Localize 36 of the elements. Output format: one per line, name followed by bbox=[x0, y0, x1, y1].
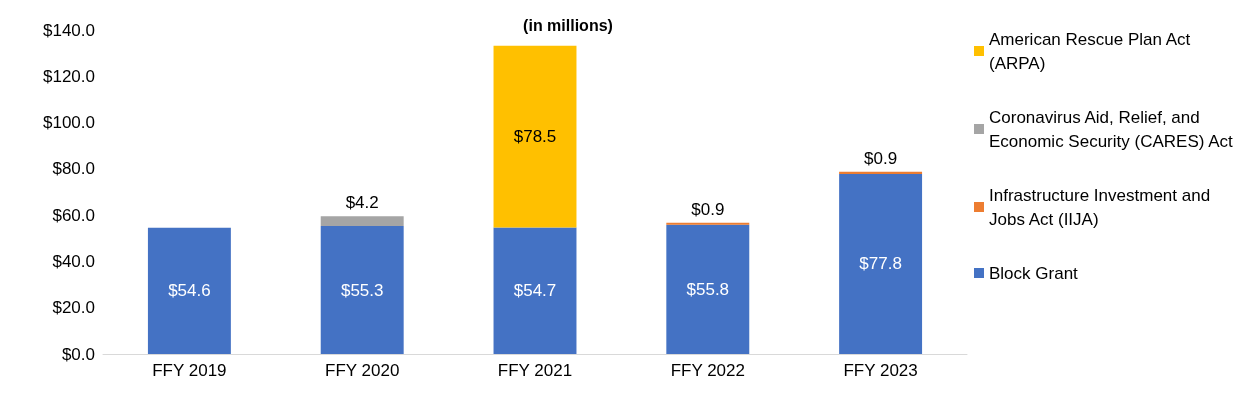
data-label: $4.2 bbox=[345, 193, 379, 213]
x-tick-label: FFY 2021 bbox=[497, 361, 573, 380]
bar bbox=[320, 226, 404, 354]
bar bbox=[147, 227, 231, 354]
x-tick-label: FFY 2020 bbox=[325, 361, 400, 380]
bar bbox=[666, 222, 750, 225]
y-tick-label: $20.0 bbox=[52, 298, 95, 318]
y-tick-label: $120.0 bbox=[43, 66, 95, 86]
bar bbox=[493, 45, 577, 228]
data-label: $77.8 bbox=[859, 254, 902, 274]
x-tick-label: FFY 2022 bbox=[670, 361, 745, 380]
x-tick-label: FFY 2019 bbox=[152, 361, 227, 380]
y-tick-label: $100.0 bbox=[43, 113, 95, 133]
data-label: $0.9 bbox=[864, 148, 898, 168]
legend-label: Coronavirus Aid, Relief, and Economic Security (CARES) Act bbox=[989, 107, 1234, 151]
legend-label: Block Grant bbox=[989, 263, 1079, 283]
data-label: $54.6 bbox=[168, 281, 211, 301]
x-tick-label: FFY 2023 bbox=[843, 361, 918, 380]
chart-subtitle: (in millions) bbox=[523, 16, 613, 34]
bar bbox=[320, 216, 404, 227]
y-tick-label: $0.0 bbox=[61, 344, 95, 364]
y-tick-label: $60.0 bbox=[52, 205, 95, 225]
data-label: $0.9 bbox=[691, 199, 725, 219]
bar bbox=[839, 173, 923, 354]
legend-label: Infrastructure Investment and Jobs Act (IIJA) bbox=[989, 185, 1215, 229]
bar bbox=[666, 224, 750, 354]
y-tick-label: $140.0 bbox=[43, 20, 95, 40]
data-label: $55.3 bbox=[340, 280, 384, 300]
data-label: $78.5 bbox=[513, 127, 557, 147]
y-tick-label: $40.0 bbox=[52, 251, 95, 271]
data-label: $55.8 bbox=[686, 279, 730, 299]
bar bbox=[839, 171, 923, 174]
data-label: $54.7 bbox=[513, 281, 557, 301]
bar bbox=[493, 227, 577, 354]
y-tick-label: $80.0 bbox=[52, 159, 95, 179]
legend-label: American Rescue Plan Act (ARPA) bbox=[989, 29, 1195, 73]
